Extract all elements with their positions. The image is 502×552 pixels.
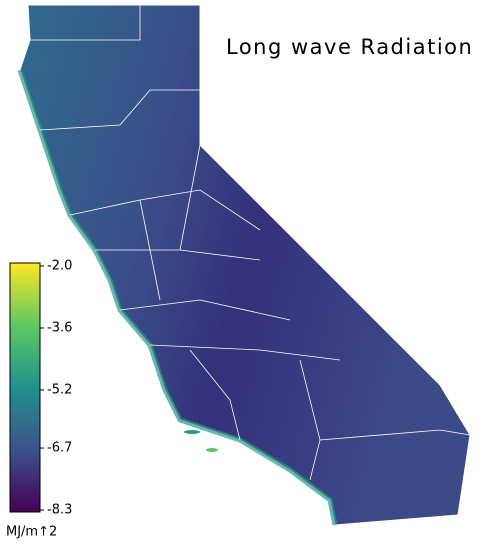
state [17, 4, 471, 526]
island [184, 430, 200, 434]
colorbar-tick-label: -6.7 [47, 441, 72, 456]
island [206, 448, 218, 452]
california [19, 4, 471, 526]
colorbar-tick-label: -2.0 [47, 259, 72, 274]
colorbar-ramp [9, 262, 41, 513]
colorbar-tick-label: -3.6 [47, 320, 72, 335]
colorbar-tick-label: -8.3 [47, 503, 72, 518]
colorbar: -2.0 -3.6 -5.2 -6.7 -8.3 [9, 259, 72, 518]
county-lines [30, 5, 471, 481]
colorbar-label: MJ/m↑2 [6, 525, 57, 540]
colorbar-tick-label: -5.2 [47, 382, 72, 397]
map-title: Long wave Radiation [226, 35, 473, 59]
